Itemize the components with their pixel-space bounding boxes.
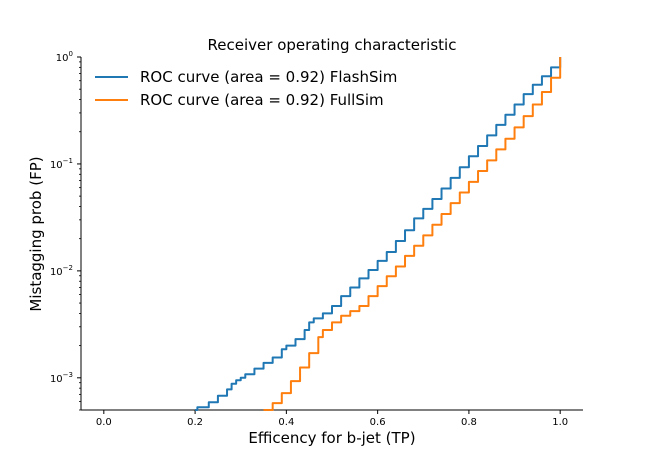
- x-tick-label: 0.6: [370, 417, 386, 428]
- x-ticks: 0.0 0.2 0.4 0.6 0.8 1.0: [96, 410, 568, 428]
- legend-entry: ROC curve (area = 0.92) FullSim: [140, 91, 384, 109]
- x-tick-label: 0.2: [187, 417, 203, 428]
- series-lines: [195, 57, 562, 411]
- series-line: [195, 57, 562, 411]
- y-tick-label: 10−2: [50, 264, 73, 278]
- x-tick-label: 1.0: [552, 417, 568, 428]
- y-ticks: 10−3 10−2 10−1 100: [50, 50, 81, 411]
- chart-title: Receiver operating characteristic: [208, 36, 457, 54]
- x-tick-label: 0.4: [278, 417, 294, 428]
- x-tick-label: 0.0: [96, 417, 112, 428]
- legend-entry: ROC curve (area = 0.92) FlashSim: [140, 68, 397, 86]
- plot-area: [80, 57, 583, 411]
- series-line: [263, 57, 562, 411]
- y-tick-label: 100: [56, 50, 73, 64]
- y-tick-label: 10−1: [50, 157, 73, 171]
- x-axis-label: Efficency for b-jet (TP): [248, 429, 415, 447]
- y-axis-label: Mistagging prob (FP): [27, 156, 45, 311]
- y-tick-label: 10−3: [50, 371, 73, 385]
- x-tick-label: 0.8: [461, 417, 477, 428]
- legend: ROC curve (area = 0.92) FlashSim ROC curv…: [95, 68, 397, 109]
